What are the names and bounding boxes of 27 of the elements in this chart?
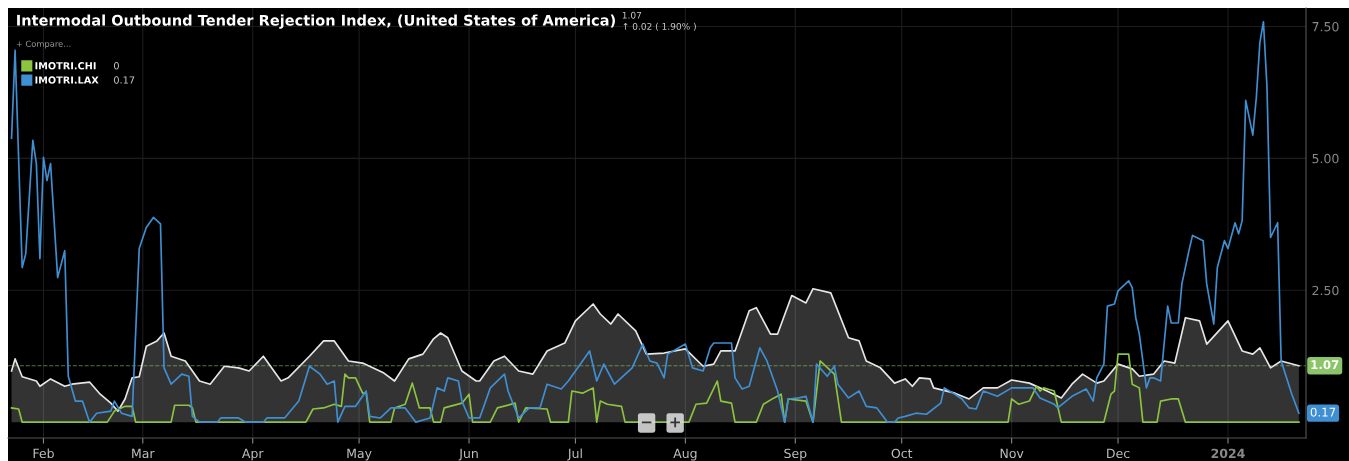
chart-title: Intermodal Outbound Tender Rejection Index, (United States of America)	[17, 14, 615, 29]
annotation: +	[670, 417, 680, 428]
x-tick-label: Mar	[132, 448, 155, 459]
x-tick-label: Aug	[673, 448, 697, 461]
annotation: ↑ 0.02 ( 1.90% )	[623, 22, 696, 31]
annotation: 1.07	[622, 11, 642, 19]
legend-label: IMOTRI.LAX	[35, 76, 99, 84]
x-tick-label: May	[347, 448, 372, 461]
x-tick-label: Nov	[1000, 448, 1024, 459]
annotation: 0.17	[114, 76, 135, 84]
x-tick-label: Sep	[784, 448, 807, 461]
y-tick-label: 7.50	[1312, 21, 1339, 32]
legend-label: IMOTRI.CHI	[35, 62, 96, 70]
x-tick-label: Jun	[458, 448, 478, 461]
x-tick-label: Feb	[33, 448, 54, 459]
x-tick-label: Apr	[241, 448, 264, 461]
x-tick-label: 2024	[1211, 448, 1245, 459]
annotation: 0	[114, 62, 119, 70]
ref-line-label: 1.07	[1311, 360, 1339, 370]
y-tick-label: 5.00	[1312, 153, 1339, 164]
x-tick-label: Dec	[1107, 448, 1130, 459]
annotation: + Compare...	[16, 40, 71, 49]
x-tick-label: Jul	[567, 448, 582, 461]
annotation: 0.17	[1310, 407, 1336, 417]
x-tick-label: Oct	[891, 448, 913, 459]
annotation: −	[641, 421, 652, 424]
y-tick-label: 2.50	[1312, 285, 1339, 296]
